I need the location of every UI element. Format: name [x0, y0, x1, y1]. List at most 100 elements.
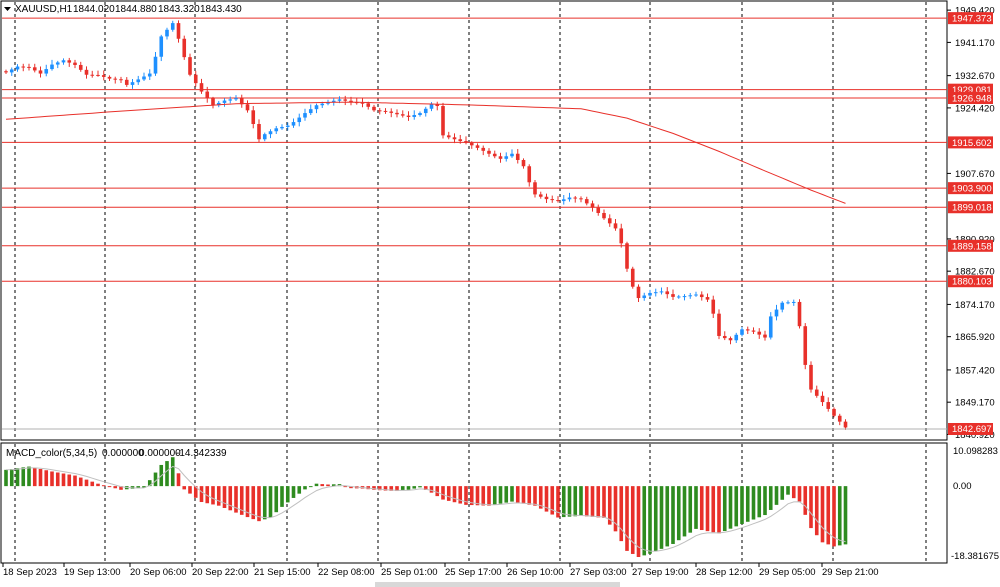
price-tick-label: 1932.670: [955, 71, 995, 82]
macd-bar: [142, 486, 146, 488]
level-tag-label: 1929.081: [952, 85, 992, 96]
candle-body: [625, 243, 629, 269]
macd-bar: [377, 486, 382, 491]
candle-body: [774, 309, 779, 317]
macd-bar: [653, 486, 658, 552]
macd-bar: [521, 486, 526, 504]
chevron-down-icon[interactable]: [4, 7, 11, 11]
candle-body: [418, 113, 422, 116]
macd-bar: [688, 486, 693, 533]
candle-body: [435, 104, 440, 107]
macd-bar: [452, 486, 457, 503]
candle-body: [199, 83, 204, 92]
candle-body: [757, 331, 762, 335]
candle-body: [688, 295, 693, 297]
candle-body: [377, 110, 382, 112]
macd-bar: [429, 486, 434, 493]
macd-bar: [170, 457, 175, 487]
time-tick-label: 20 Sep 06:00: [130, 567, 187, 578]
macd-bar: [331, 484, 336, 487]
price-tick-label: 1949.420: [955, 6, 995, 17]
candle-body: [280, 126, 284, 129]
candle-body: [73, 62, 77, 65]
candle-body: [705, 297, 710, 300]
macd-bar: [274, 486, 279, 513]
macd-bar: [320, 484, 325, 487]
macd-bar: [515, 486, 520, 503]
macd-bar: [136, 486, 141, 489]
macd-bar: [245, 486, 250, 518]
candle-body: [648, 292, 652, 296]
macd-bar: [636, 486, 641, 558]
macd-bar: [740, 486, 744, 525]
price-tick-label: 1865.920: [955, 332, 995, 343]
close-value: 1843.430: [200, 4, 242, 15]
macd-bar: [61, 473, 66, 487]
time-tick-label: 21 Sep 15:00: [254, 567, 311, 578]
macd-bar: [671, 486, 675, 544]
macd-bar: [481, 486, 486, 506]
macd-bar: [446, 486, 451, 501]
candle-body: [820, 395, 825, 403]
candle-body: [809, 364, 813, 390]
macd-bar: [619, 486, 624, 542]
macd-bar: [343, 486, 348, 488]
macd-bar: [469, 486, 474, 506]
candles: [4, 20, 848, 430]
candle-body: [694, 294, 698, 296]
level-tag-label: 1926.948: [952, 94, 992, 105]
macd-bar: [50, 471, 54, 487]
candle-body: [515, 153, 520, 160]
macd-bar: [676, 486, 681, 541]
candle-body: [188, 57, 192, 75]
candle-body: [205, 91, 210, 99]
macd-bar: [165, 461, 169, 487]
macd-bar: [648, 486, 652, 554]
candle-body: [320, 103, 325, 106]
candle-body: [165, 29, 169, 37]
price-tick-label: 1840.920: [955, 430, 995, 441]
macd-bar: [625, 486, 629, 551]
candle-body: [119, 79, 123, 81]
candle-body: [763, 334, 767, 338]
time-tick-label: 27 Sep 19:00: [632, 567, 689, 578]
candle-body: [389, 111, 394, 113]
macd-bar: [711, 486, 716, 533]
candle-body: [768, 316, 773, 338]
candle-body: [291, 122, 296, 126]
macd-bar: [561, 486, 566, 518]
macd-bar: [791, 486, 796, 499]
candle-body: [671, 294, 675, 297]
macd-bar: [837, 486, 842, 546]
candle-body: [734, 334, 739, 341]
macd-axis-top: 10.098283: [953, 446, 998, 457]
macd-bar: [90, 481, 95, 487]
candle-body: [429, 104, 434, 109]
current-price-tag: 1842.697: [948, 423, 993, 435]
macd-bar: [9, 469, 14, 487]
candle-body: [636, 286, 641, 299]
candle-body: [44, 69, 49, 74]
macd-bar: [234, 486, 238, 513]
macd-bar: [268, 486, 273, 518]
candle-body: [786, 302, 790, 304]
candle-body: [211, 98, 215, 106]
candle-body: [814, 389, 819, 396]
candle-body: [262, 134, 267, 140]
candle-body: [400, 114, 405, 116]
candle-body: [251, 110, 256, 125]
candle-body: [573, 197, 578, 199]
candle-body: [101, 75, 106, 77]
scrollbar[interactable]: [375, 582, 620, 587]
macd-bar: [602, 486, 606, 518]
candle-body: [153, 56, 158, 74]
macd-bar: [228, 486, 233, 511]
candle-body: [142, 76, 146, 80]
candle-body: [832, 408, 836, 416]
candle-body: [659, 291, 664, 293]
macd-bar: [303, 486, 307, 490]
open-value: 1844.020: [73, 4, 115, 15]
macd-bar: [423, 486, 428, 491]
macd-bar: [751, 486, 756, 520]
